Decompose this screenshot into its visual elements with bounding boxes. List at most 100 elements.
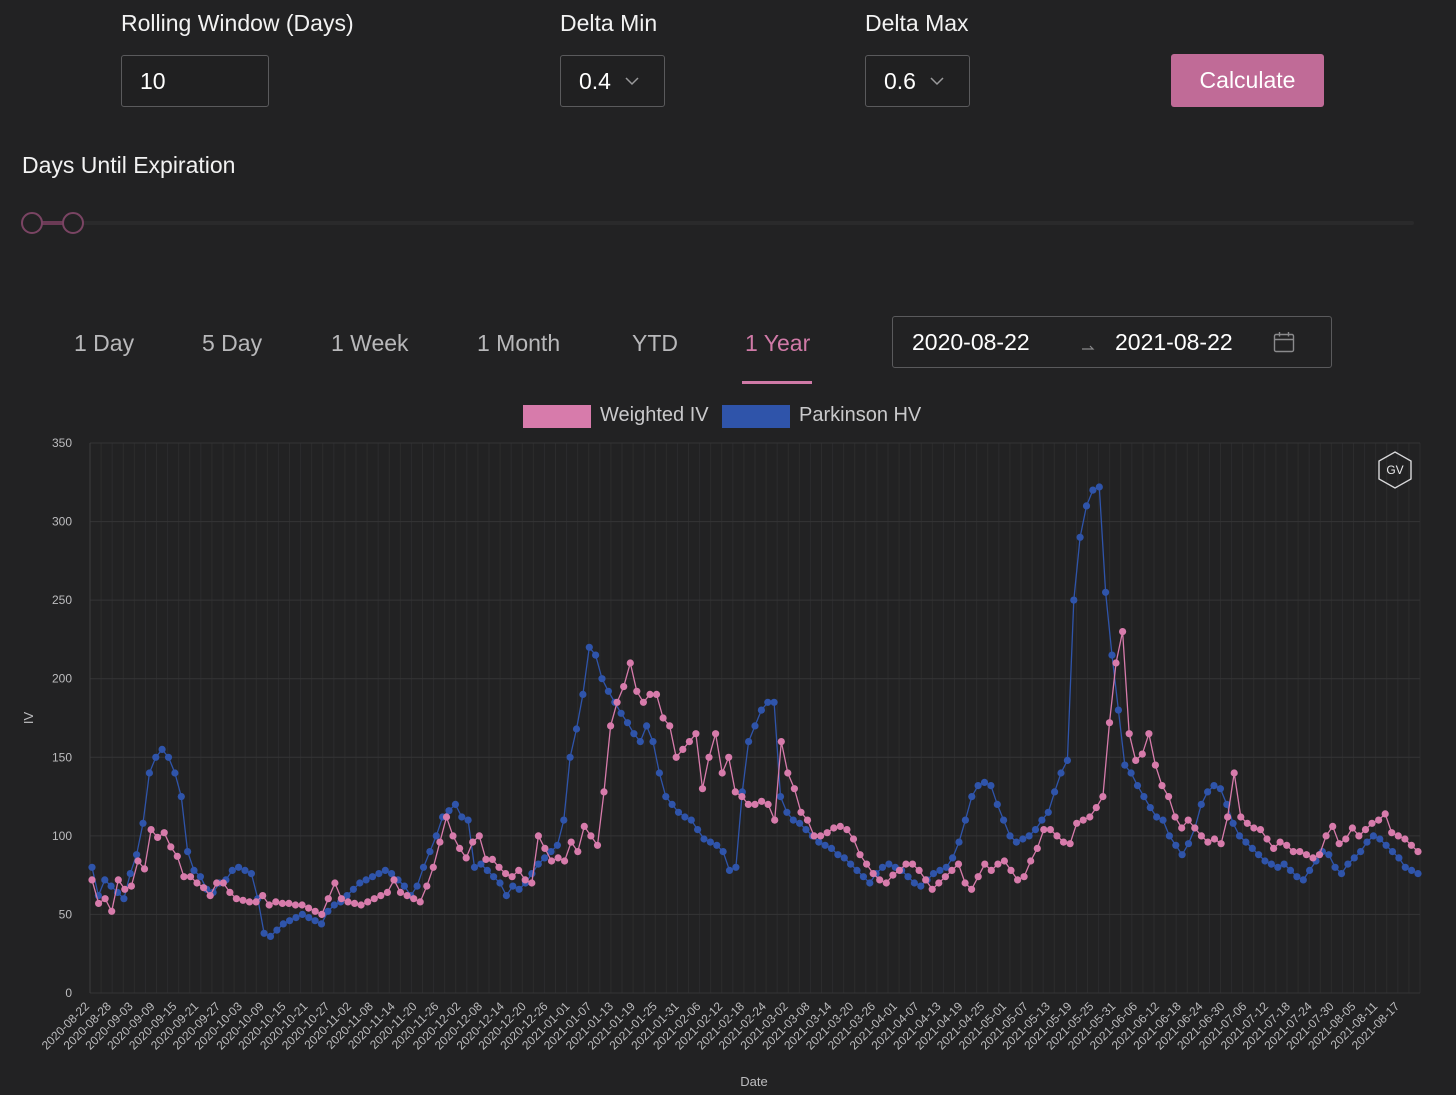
data-point-weighted-iv xyxy=(849,835,858,843)
data-point-weighted-iv xyxy=(994,860,1002,868)
data-point-weighted-iv xyxy=(744,800,753,808)
data-point-parkinson-hv xyxy=(1146,804,1154,812)
data-point-parkinson-hv xyxy=(247,870,255,878)
data-point-weighted-iv xyxy=(436,838,444,846)
data-point-weighted-iv xyxy=(1151,761,1159,769)
data-point-weighted-iv xyxy=(502,870,510,878)
data-point-parkinson-hv xyxy=(1057,769,1065,777)
data-point-parkinson-hv xyxy=(1121,761,1129,769)
data-point-weighted-iv xyxy=(1394,832,1402,840)
data-point-parkinson-hv xyxy=(1159,816,1167,824)
data-point-weighted-iv xyxy=(383,888,391,896)
data-point-weighted-iv xyxy=(88,876,96,884)
legend-swatch-parkinson-hv[interactable] xyxy=(722,405,790,428)
data-point-parkinson-hv xyxy=(349,885,357,893)
data-point-parkinson-hv xyxy=(1216,785,1224,793)
data-point-weighted-iv xyxy=(587,832,595,840)
data-point-weighted-iv xyxy=(882,879,890,887)
delta-min-select[interactable]: 0.4 xyxy=(560,55,665,107)
data-point-weighted-iv xyxy=(324,895,332,903)
data-point-weighted-iv xyxy=(206,892,214,900)
data-point-weighted-iv xyxy=(895,866,904,874)
tab-1-week[interactable]: 1 Week xyxy=(331,330,409,356)
data-point-parkinson-hv xyxy=(1133,782,1142,790)
data-point-parkinson-hv xyxy=(228,866,236,874)
tab-1-year[interactable]: 1 Year xyxy=(745,330,811,356)
data-point-weighted-iv xyxy=(1348,824,1356,832)
data-point-weighted-iv xyxy=(351,899,359,907)
data-point-weighted-iv xyxy=(154,833,162,841)
data-point-weighted-iv xyxy=(272,898,280,906)
tab-ytd[interactable]: YTD xyxy=(632,330,678,356)
data-point-weighted-iv xyxy=(515,866,523,874)
legend-label-weighted-iv[interactable]: Weighted IV xyxy=(600,404,709,426)
legend-label-parkinson-hv[interactable]: Parkinson HV xyxy=(799,404,922,426)
data-point-weighted-iv xyxy=(488,855,496,863)
rolling-window-label: Rolling Window (Days) xyxy=(121,10,354,36)
data-point-parkinson-hv xyxy=(1108,651,1116,659)
tab-1-day[interactable]: 1 Day xyxy=(74,330,135,356)
data-point-weighted-iv xyxy=(1329,822,1337,830)
data-point-weighted-iv xyxy=(607,722,615,730)
date-range-start[interactable]: 2020-08-22 xyxy=(912,329,1030,355)
data-point-parkinson-hv xyxy=(1127,769,1135,777)
data-point-parkinson-hv xyxy=(1401,863,1409,871)
date-range-end[interactable]: 2021-08-22 xyxy=(1115,329,1233,355)
days-slider-track[interactable] xyxy=(22,221,1414,225)
data-point-parkinson-hv xyxy=(776,793,785,801)
data-point-parkinson-hv xyxy=(694,826,702,834)
gv-hexagon-icon[interactable]: GV xyxy=(1377,451,1413,489)
data-point-weighted-iv xyxy=(226,888,234,896)
data-point-parkinson-hv xyxy=(1229,819,1237,827)
data-point-weighted-iv xyxy=(429,863,437,871)
data-point-parkinson-hv xyxy=(553,841,562,849)
tab-1-month[interactable]: 1 Month xyxy=(477,330,561,356)
data-point-weighted-iv xyxy=(377,892,385,900)
data-point-parkinson-hv xyxy=(617,709,625,717)
data-point-weighted-iv xyxy=(1414,848,1422,856)
data-point-parkinson-hv xyxy=(904,873,912,881)
data-point-weighted-iv xyxy=(961,879,969,887)
tab-5-day[interactable]: 5 Day xyxy=(202,330,263,356)
data-point-weighted-iv xyxy=(534,832,543,840)
data-point-weighted-iv xyxy=(712,730,720,738)
arrow-right-icon xyxy=(1082,345,1095,350)
data-point-parkinson-hv xyxy=(458,813,466,821)
data-point-parkinson-hv xyxy=(235,863,243,871)
data-point-weighted-iv xyxy=(790,785,799,793)
data-point-weighted-iv xyxy=(127,882,135,890)
date-range-picker[interactable]: 2020-08-22 2021-08-22 xyxy=(892,316,1332,368)
calculate-button[interactable]: Calculate xyxy=(1171,54,1324,107)
delta-max-select[interactable]: 0.6 xyxy=(865,55,970,107)
days-slider-min-handle[interactable] xyxy=(21,212,43,234)
calendar-icon[interactable] xyxy=(1273,331,1295,353)
data-point-weighted-iv xyxy=(108,907,116,915)
data-point-weighted-iv xyxy=(245,898,254,906)
data-point-weighted-iv xyxy=(1105,719,1114,727)
data-point-weighted-iv xyxy=(679,745,687,753)
rolling-window-input[interactable]: 10 xyxy=(121,55,269,107)
data-point-parkinson-hv xyxy=(1095,483,1103,491)
days-slider-max-handle[interactable] xyxy=(62,212,84,234)
data-point-weighted-iv xyxy=(101,895,109,903)
data-point-weighted-iv xyxy=(968,885,976,893)
data-point-weighted-iv xyxy=(1145,730,1153,738)
data-point-parkinson-hv xyxy=(840,854,848,862)
data-point-weighted-iv xyxy=(863,860,871,868)
data-point-weighted-iv xyxy=(567,838,575,846)
data-point-parkinson-hv xyxy=(1286,866,1295,874)
data-point-parkinson-hv xyxy=(942,863,950,871)
legend-swatch-weighted-iv[interactable] xyxy=(523,405,591,428)
data-point-weighted-iv xyxy=(541,844,549,852)
data-point-parkinson-hv xyxy=(158,745,166,753)
data-point-weighted-iv xyxy=(758,797,766,805)
data-point-parkinson-hv xyxy=(451,800,459,808)
data-point-parkinson-hv xyxy=(1242,838,1250,846)
data-point-weighted-iv xyxy=(1027,857,1035,865)
data-point-weighted-iv xyxy=(219,879,227,887)
data-point-parkinson-hv xyxy=(961,816,970,824)
data-point-parkinson-hv xyxy=(687,816,695,824)
data-point-weighted-iv xyxy=(456,844,464,852)
data-point-weighted-iv xyxy=(134,857,142,865)
data-point-weighted-iv xyxy=(1014,876,1022,884)
